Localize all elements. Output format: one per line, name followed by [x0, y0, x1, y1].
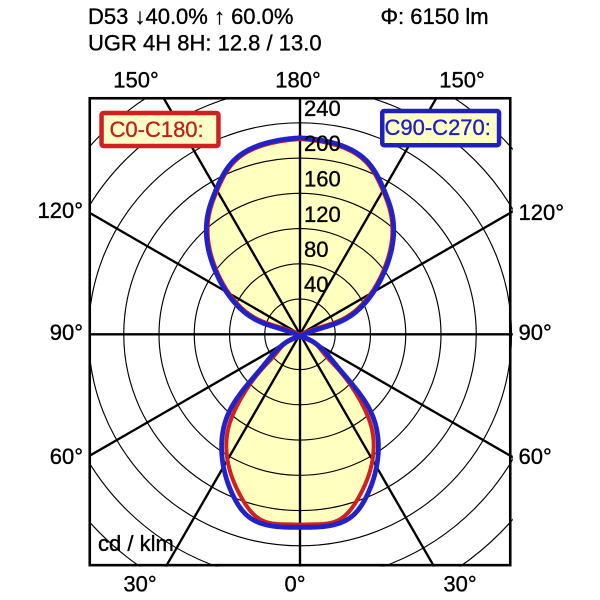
svg-text:120°: 120°: [37, 198, 83, 223]
svg-text:240: 240: [304, 96, 341, 121]
svg-text:60°: 60°: [519, 444, 552, 469]
svg-text:200: 200: [304, 131, 341, 156]
svg-text:UGR 4H 8H: 12.8 / 13.0: UGR 4H 8H: 12.8 / 13.0: [88, 31, 322, 56]
svg-text:0°: 0°: [284, 572, 305, 597]
svg-text:40: 40: [304, 272, 328, 297]
svg-text:60°: 60°: [50, 444, 83, 469]
svg-text:160: 160: [304, 167, 341, 192]
svg-text:D53 ↓40.0% ↑ 60.0%: D53 ↓40.0% ↑ 60.0%: [88, 4, 293, 29]
svg-text:80: 80: [304, 237, 328, 262]
svg-text:180°: 180°: [275, 68, 321, 93]
svg-text:30°: 30°: [443, 572, 476, 597]
svg-text:150°: 150°: [439, 68, 485, 93]
svg-text:90°: 90°: [519, 320, 552, 345]
svg-text:120: 120: [304, 202, 341, 227]
svg-text:C90-C270:: C90-C270:: [385, 115, 491, 140]
svg-text:30°: 30°: [123, 572, 156, 597]
svg-text:150°: 150°: [113, 68, 159, 93]
svg-text:Φ: 6150 lm: Φ: 6150 lm: [381, 4, 489, 29]
svg-text:120°: 120°: [519, 200, 565, 225]
svg-text:90°: 90°: [50, 320, 83, 345]
svg-text:cd / klm: cd / klm: [98, 531, 174, 556]
svg-text:C0-C180:: C0-C180:: [110, 117, 204, 142]
